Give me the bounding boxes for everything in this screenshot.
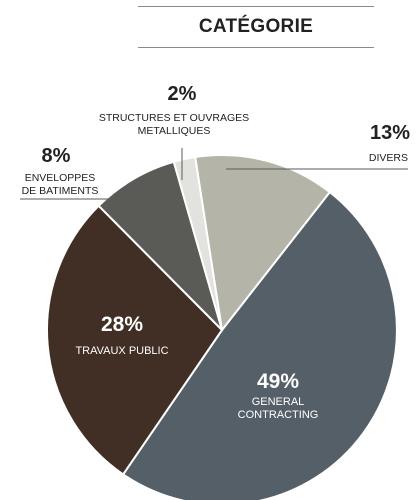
category-label-structures-metalliques-line-1: STRUCTURES ET OUVRAGES	[99, 112, 249, 124]
leader-line-enveloppes-de-batiments	[20, 198, 151, 206]
percent-label-enveloppes-de-batiments: 8%	[42, 145, 71, 167]
leader-lines	[20, 148, 408, 206]
percent-label-divers: 13%	[370, 122, 410, 144]
category-label-structures-metalliques-line-2: METALLIQUES	[138, 125, 211, 137]
percent-label-general-contracting: 49%	[257, 370, 299, 393]
category-label-general-contracting-line-1: GENERAL	[252, 396, 305, 408]
pie-slice-divers	[194, 154, 331, 331]
percent-label-structures-metalliques: 2%	[168, 83, 197, 105]
category-label-general-contracting-line-2: CONTRACTING	[238, 409, 319, 421]
category-label-travaux-public-line-1: TRAVAUX PUBLIC	[75, 345, 168, 357]
category-label-enveloppes-de-batiments-line-1: ENVELOPPES	[25, 172, 96, 184]
pie-slices	[46, 154, 398, 500]
category-label-enveloppes-de-batiments-line-2: DE BATIMENTS	[22, 185, 99, 197]
percent-label-travaux-public: 28%	[101, 313, 143, 336]
pie-slice-general-contracting	[122, 191, 398, 500]
chart-title: CATÉGORIE	[198, 16, 314, 37]
chart-title-box: CATÉGORIE	[138, 6, 374, 48]
pie-slice-travaux-public	[46, 204, 223, 476]
category-label-divers-line-1: DIVERS	[369, 152, 408, 164]
